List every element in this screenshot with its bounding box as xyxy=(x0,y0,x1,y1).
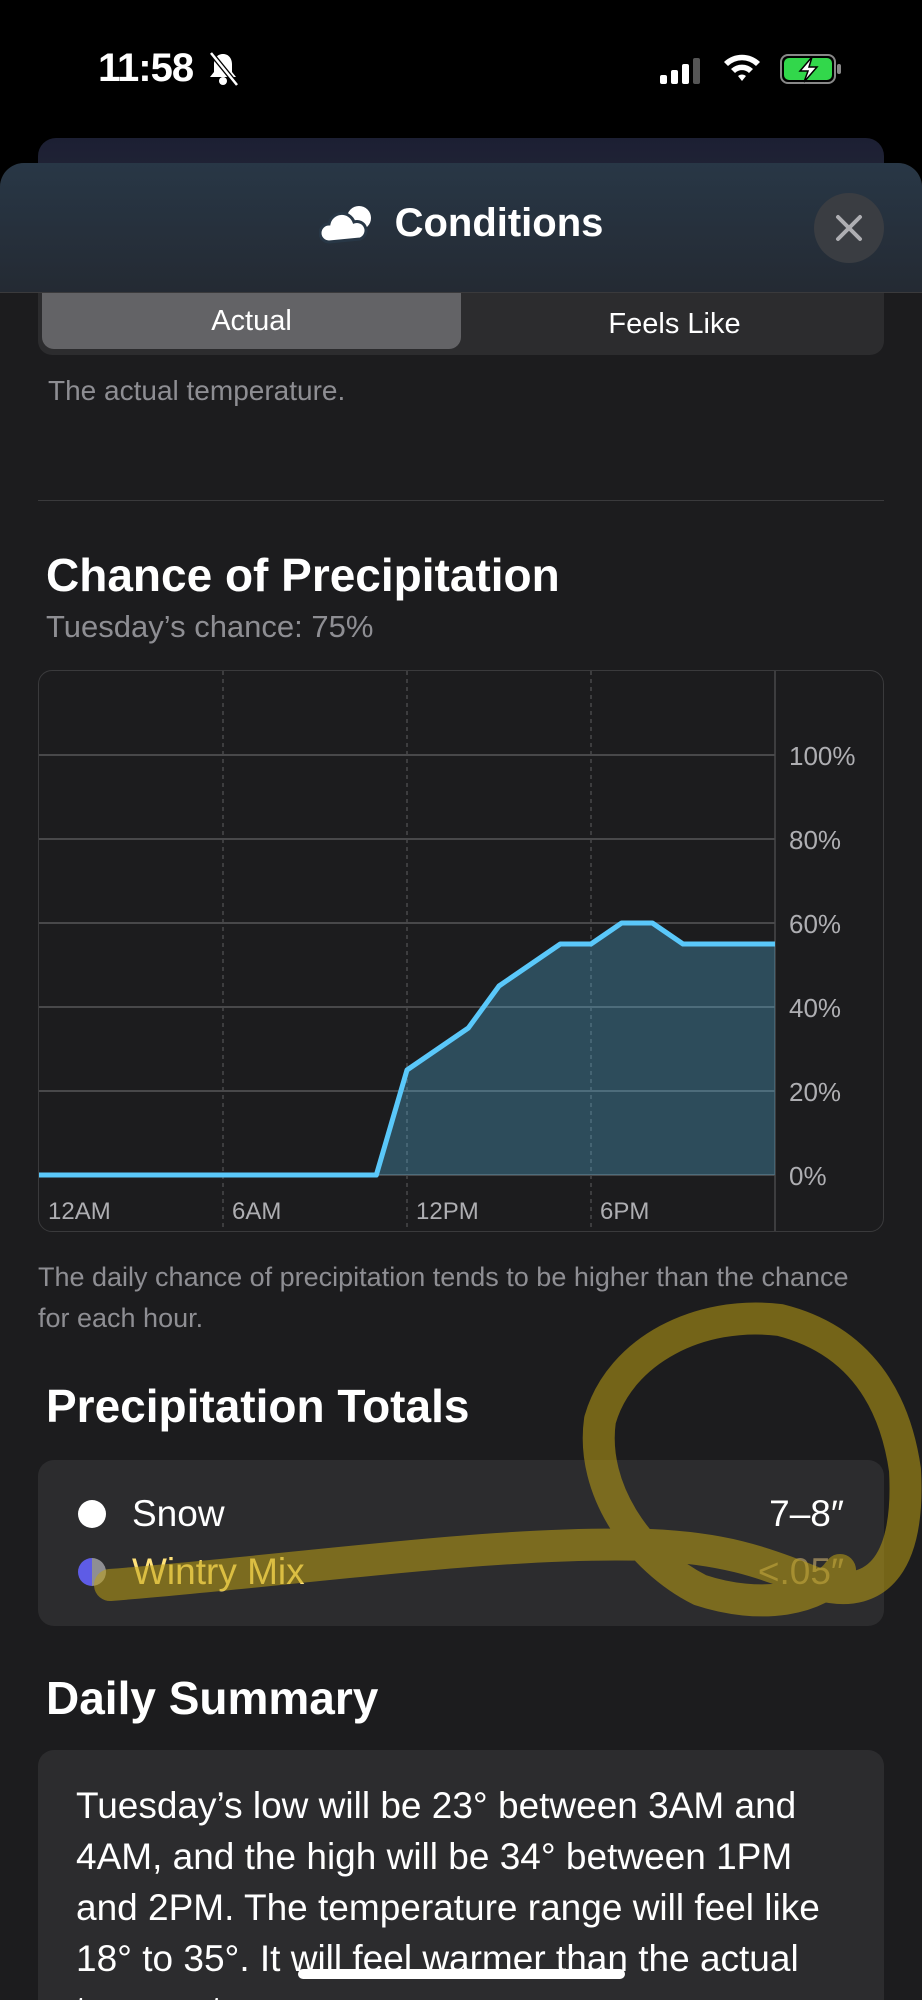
totals-value: <.05″ xyxy=(757,1551,844,1592)
precipitation-subtitle: Tuesday’s chance: 75% xyxy=(46,609,374,644)
x-tick-label: 12AM xyxy=(48,1198,111,1225)
segmented-control: Actual Feels Like xyxy=(38,293,884,355)
totals-label: Wintry Mix xyxy=(132,1551,305,1592)
sheet-title: Conditions xyxy=(394,201,604,245)
y-tick-label: 80% xyxy=(789,825,841,855)
wintry-mix-dot-icon xyxy=(78,1558,106,1586)
precipitation-area xyxy=(39,923,775,1175)
battery-charging-icon xyxy=(780,54,841,84)
totals-label: Snow xyxy=(132,1493,225,1534)
x-tick-label: 12PM xyxy=(416,1198,479,1225)
segment-actual[interactable]: Actual xyxy=(42,293,461,349)
totals-card: Snow 7–8″ Wintry Mix <.05″ xyxy=(38,1460,884,1626)
segment-feels-like[interactable]: Feels Like xyxy=(608,307,741,340)
y-tick-label: 100% xyxy=(789,741,856,771)
bell-slash-icon xyxy=(209,51,239,87)
sheet-header: Conditions xyxy=(0,163,922,293)
precipitation-title: Chance of Precipitation xyxy=(46,549,560,601)
conditions-sheet: Conditions Actual Feels Like The actual … xyxy=(0,163,922,2000)
status-time: 11:58 xyxy=(98,46,194,90)
x-tick-label: 6AM xyxy=(232,1198,281,1225)
y-tick-label: 20% xyxy=(789,1077,841,1107)
y-tick-label: 40% xyxy=(789,993,841,1023)
summary-title: Daily Summary xyxy=(46,1672,379,1724)
cloud-icon xyxy=(318,205,371,244)
chart-note: The daily chance of precipitation tends … xyxy=(38,1262,849,1333)
x-tick-label: 6PM xyxy=(600,1198,649,1225)
divider xyxy=(38,500,884,501)
precipitation-chart[interactable]: 100% 80% 60% 40% 20% 0% 12AM 6AM 12PM 6PM xyxy=(38,670,884,1232)
snow-dot-icon xyxy=(78,1500,106,1528)
cellular-signal-icon xyxy=(660,58,704,84)
summary-text: Tuesday’s low will be 23° between 3AM an… xyxy=(76,1785,820,2000)
totals-value: 7–8″ xyxy=(769,1493,844,1534)
chart-svg: 100% 80% 60% 40% 20% 0% 12AM 6AM 12PM 6PM xyxy=(39,671,856,1231)
totals-title: Precipitation Totals xyxy=(46,1380,470,1432)
totals-row-snow: Snow 7–8″ xyxy=(38,1486,884,1542)
precipitation-line xyxy=(39,920,775,1178)
y-tick-label: 0% xyxy=(789,1161,827,1191)
y-tick-label: 60% xyxy=(789,909,841,939)
summary-card: Tuesday’s low will be 23° between 3AM an… xyxy=(38,1750,884,2000)
wifi-icon xyxy=(724,54,760,81)
segment-description: The actual temperature. xyxy=(48,375,346,406)
close-button[interactable] xyxy=(814,193,884,263)
home-indicator[interactable] xyxy=(298,1969,625,1979)
totals-row-wintry-mix: Wintry Mix <.05″ xyxy=(38,1544,884,1600)
close-icon xyxy=(836,215,862,241)
